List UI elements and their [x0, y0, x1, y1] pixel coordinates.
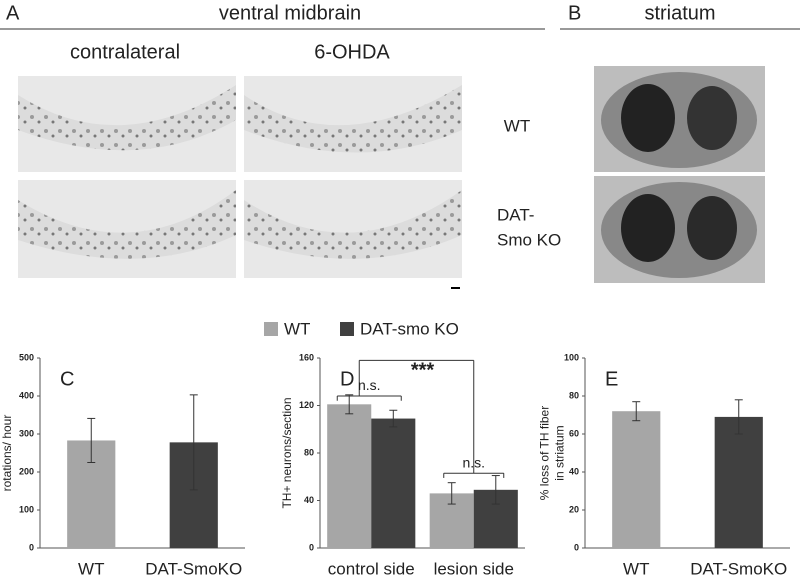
image-texture — [687, 196, 737, 260]
panel-letter: B — [568, 2, 581, 24]
image-texture — [621, 84, 675, 152]
image-texture — [244, 85, 462, 153]
y-tick-label: 200 — [19, 466, 34, 476]
panel-letter: A — [6, 2, 20, 24]
panel-title: striatum — [644, 2, 715, 24]
panel-title: ventral midbrain — [219, 2, 361, 24]
y-axis-label: TH+ neurons/section — [280, 397, 294, 508]
y-tick-label: 40 — [569, 466, 579, 476]
legend-swatch — [340, 322, 354, 336]
image-texture — [244, 190, 462, 259]
x-tick-label: control side — [328, 559, 415, 576]
legend-swatch — [264, 322, 278, 336]
x-tick-label: DAT-SmoKO — [145, 559, 242, 576]
bar — [327, 404, 372, 548]
micrographs — [18, 66, 765, 289]
y-tick-label: 0 — [29, 542, 34, 552]
y-tick-label: 500 — [19, 352, 34, 362]
y-axis-label: in striatum — [553, 425, 567, 480]
bar — [714, 416, 763, 548]
y-tick-label: 400 — [19, 390, 34, 400]
panel-letter: D — [340, 368, 354, 390]
y-tick-label: 0 — [574, 542, 579, 552]
image-texture — [687, 86, 737, 150]
x-tick-label: DAT-SmoKO — [690, 559, 787, 576]
y-tick-label: 300 — [19, 428, 34, 438]
legend-label: WT — [284, 319, 310, 338]
y-axis-label: rotations/ hour — [0, 415, 14, 492]
y-tick-label: 160 — [299, 352, 314, 362]
annotation: n.s. — [358, 377, 381, 393]
annotation: *** — [411, 359, 435, 381]
y-tick-label: 100 — [564, 352, 579, 362]
column-label: 6-OHDA — [314, 41, 390, 63]
x-tick-label: WT — [78, 559, 104, 576]
column-label: contralateral — [70, 41, 180, 63]
bar — [371, 418, 416, 548]
y-tick-label: 80 — [569, 390, 579, 400]
y-tick-label: 120 — [299, 400, 314, 410]
panel-letter: E — [605, 368, 618, 390]
image-texture — [18, 190, 236, 259]
legend-label: DAT-smo KO — [360, 319, 459, 338]
image-texture — [621, 194, 675, 262]
row-label: DAT- — [497, 205, 534, 224]
annotation: n.s. — [462, 454, 485, 470]
x-tick-label: WT — [623, 559, 649, 576]
y-tick-label: 40 — [304, 495, 314, 505]
x-tick-label: lesion side — [434, 559, 514, 576]
panel-letter: C — [60, 368, 74, 390]
y-tick-label: 20 — [569, 504, 579, 514]
row-label: WT — [504, 116, 530, 135]
y-tick-label: 100 — [19, 504, 34, 514]
y-tick-label: 80 — [304, 447, 314, 457]
y-axis-label: % loss of TH fiber — [538, 406, 552, 500]
y-tick-label: 0 — [309, 542, 314, 552]
row-label: Smo KO — [497, 230, 561, 249]
bar — [612, 411, 661, 548]
image-texture — [18, 85, 236, 151]
y-tick-label: 60 — [569, 428, 579, 438]
